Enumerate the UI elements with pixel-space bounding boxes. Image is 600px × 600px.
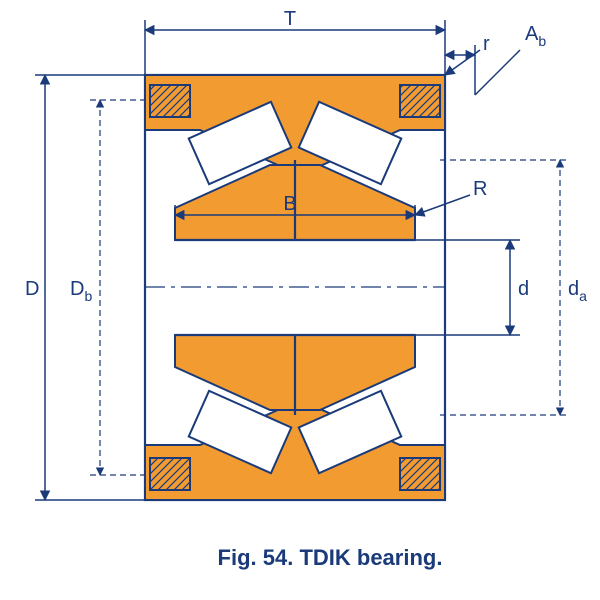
label-B: B <box>283 193 296 215</box>
label-da: da <box>568 278 587 304</box>
label-R: R <box>473 178 487 200</box>
label-D: D <box>25 278 39 300</box>
caption: Fig. 54. TDIK bearing. <box>218 545 443 570</box>
label-d: d <box>518 278 529 300</box>
label-T: T <box>284 8 296 30</box>
diagram-container: T r Ab D Db d da <box>0 0 600 600</box>
label-Ab: Ab <box>525 23 546 49</box>
lower-section <box>145 335 445 500</box>
label-Db: Db <box>70 278 92 304</box>
bearing-diagram: T r Ab D Db d da <box>0 0 600 600</box>
label-r: r <box>483 33 490 55</box>
